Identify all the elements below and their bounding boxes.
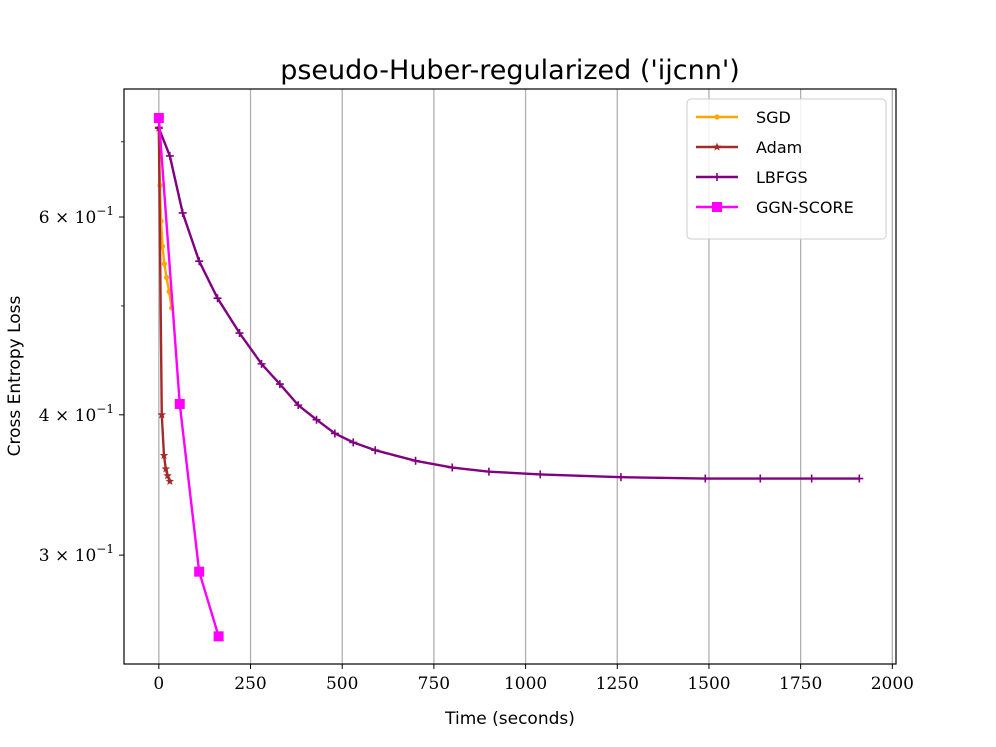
point-marker (448, 463, 457, 472)
point-marker (235, 329, 244, 338)
plot-frame (123, 88, 897, 665)
legend: SGD Adam LBFGS GGN-SCORE (686, 98, 887, 240)
point-marker (165, 151, 174, 160)
legend-item-adam: Adam (696, 138, 802, 157)
point-marker (178, 208, 187, 217)
point-marker (163, 274, 170, 281)
y-axis-label: Cross Entropy Loss (5, 295, 25, 456)
legend-label: SGD (756, 108, 791, 127)
point-marker (712, 142, 722, 151)
point-marker (312, 415, 321, 424)
legend-box (686, 98, 887, 240)
point-marker (713, 173, 721, 181)
point-marker (712, 202, 722, 212)
point-marker (714, 114, 720, 120)
point-marker (536, 470, 545, 479)
point-marker (807, 474, 816, 483)
point-marker (484, 467, 493, 476)
series-lbfgs (154, 124, 864, 483)
point-marker (174, 398, 185, 409)
point-marker (701, 474, 710, 483)
x-tick-label: 1250 (596, 674, 639, 694)
x-tick-label: 1750 (779, 674, 822, 694)
x-tick-label: 2000 (871, 674, 914, 694)
legend-label: Adam (756, 138, 802, 157)
point-marker (163, 471, 172, 480)
point-marker (213, 631, 224, 642)
point-marker (161, 464, 171, 473)
point-marker (756, 474, 765, 483)
point-marker (195, 257, 204, 266)
x-tick-label: 500 (326, 674, 358, 694)
legend-item-lbfgs: LBFGS (696, 168, 808, 187)
point-marker (213, 294, 222, 303)
x-axis-label: Time (seconds) (444, 709, 575, 729)
y-tick-label: 3 × 10−1 (39, 542, 114, 566)
point-marker (161, 261, 167, 267)
point-marker (157, 410, 167, 419)
legend-item-ggn-score: GGN-SCORE (696, 198, 854, 217)
point-marker (371, 446, 380, 455)
point-marker (194, 566, 205, 577)
series-line (157, 127, 860, 480)
legend-item-sgd: SGD (696, 108, 791, 127)
series-layer (153, 112, 864, 642)
x-tick-label: 750 (418, 674, 450, 694)
point-marker (855, 474, 864, 483)
series-ggn-score (153, 112, 224, 642)
point-marker (165, 476, 175, 485)
y-tick-label: 4 × 10−1 (39, 402, 114, 426)
legend-label: GGN-SCORE (756, 198, 854, 217)
x-tick-label: 250 (234, 674, 266, 694)
legend-label: LBFGS (756, 168, 808, 187)
x-tick-label: 1000 (504, 674, 547, 694)
axis-ticks: 0 250 500 750 1000 1250 1500 1750 2000 3 × 10−1 4 … (39, 141, 914, 694)
series-line (157, 117, 220, 637)
point-marker (275, 380, 284, 389)
x-tick-label: 0 (153, 674, 164, 694)
point-marker (294, 401, 303, 410)
point-marker (330, 429, 339, 438)
x-tick-label: 1500 (687, 674, 730, 694)
chart-title: pseudo-Huber-regularized ('ijcnn') (280, 55, 740, 86)
point-marker (257, 359, 266, 368)
point-marker (616, 473, 625, 482)
point-marker (153, 112, 164, 123)
point-marker (349, 438, 358, 447)
point-marker (159, 450, 169, 460)
y-tick-label: 6 × 10−1 (39, 204, 114, 228)
point-marker (411, 456, 420, 465)
